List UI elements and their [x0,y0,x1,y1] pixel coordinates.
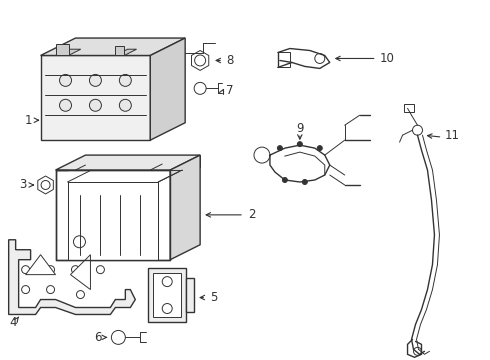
Circle shape [59,99,72,111]
Circle shape [318,146,322,150]
Polygon shape [55,155,200,170]
Circle shape [297,141,302,147]
Bar [115,45,124,55]
Circle shape [254,147,270,163]
Circle shape [162,303,172,314]
Circle shape [302,180,307,184]
Circle shape [47,285,54,293]
Polygon shape [55,49,81,55]
Bar [148,268,186,323]
Text: 6: 6 [94,331,101,344]
Bar [278,53,290,67]
Bar [55,44,69,55]
Polygon shape [150,38,185,140]
Polygon shape [55,170,170,260]
Text: 9: 9 [296,122,304,135]
Polygon shape [71,255,91,289]
Polygon shape [170,155,200,260]
Polygon shape [115,49,137,55]
Circle shape [22,266,29,274]
Circle shape [76,291,84,298]
Circle shape [277,146,282,150]
Text: 7: 7 [226,84,234,97]
Polygon shape [186,278,194,312]
Circle shape [120,75,131,86]
Circle shape [22,285,29,293]
Polygon shape [9,240,135,315]
Text: 10: 10 [380,52,394,65]
Text: 4: 4 [9,316,16,329]
Circle shape [72,266,79,274]
Bar [404,104,414,112]
Circle shape [59,75,72,86]
Circle shape [413,125,422,135]
Circle shape [47,266,54,274]
Circle shape [90,99,101,111]
Polygon shape [41,55,150,140]
Circle shape [97,266,104,274]
Polygon shape [25,255,55,275]
Bar [68,182,158,260]
Text: 3: 3 [19,179,26,192]
Text: 8: 8 [226,54,233,67]
Circle shape [194,82,206,94]
Circle shape [282,177,287,183]
Circle shape [120,99,131,111]
Bar [153,273,181,318]
Text: 2: 2 [248,208,255,221]
Circle shape [41,180,50,189]
Polygon shape [192,50,209,71]
Text: 11: 11 [444,129,460,142]
Circle shape [414,347,421,355]
Polygon shape [38,176,53,194]
Text: 5: 5 [210,291,218,304]
Circle shape [162,276,172,287]
Text: 1: 1 [25,114,32,127]
Circle shape [74,236,85,248]
Circle shape [111,330,125,345]
Circle shape [195,55,206,66]
Polygon shape [41,38,185,55]
Circle shape [90,75,101,86]
Circle shape [315,54,325,63]
